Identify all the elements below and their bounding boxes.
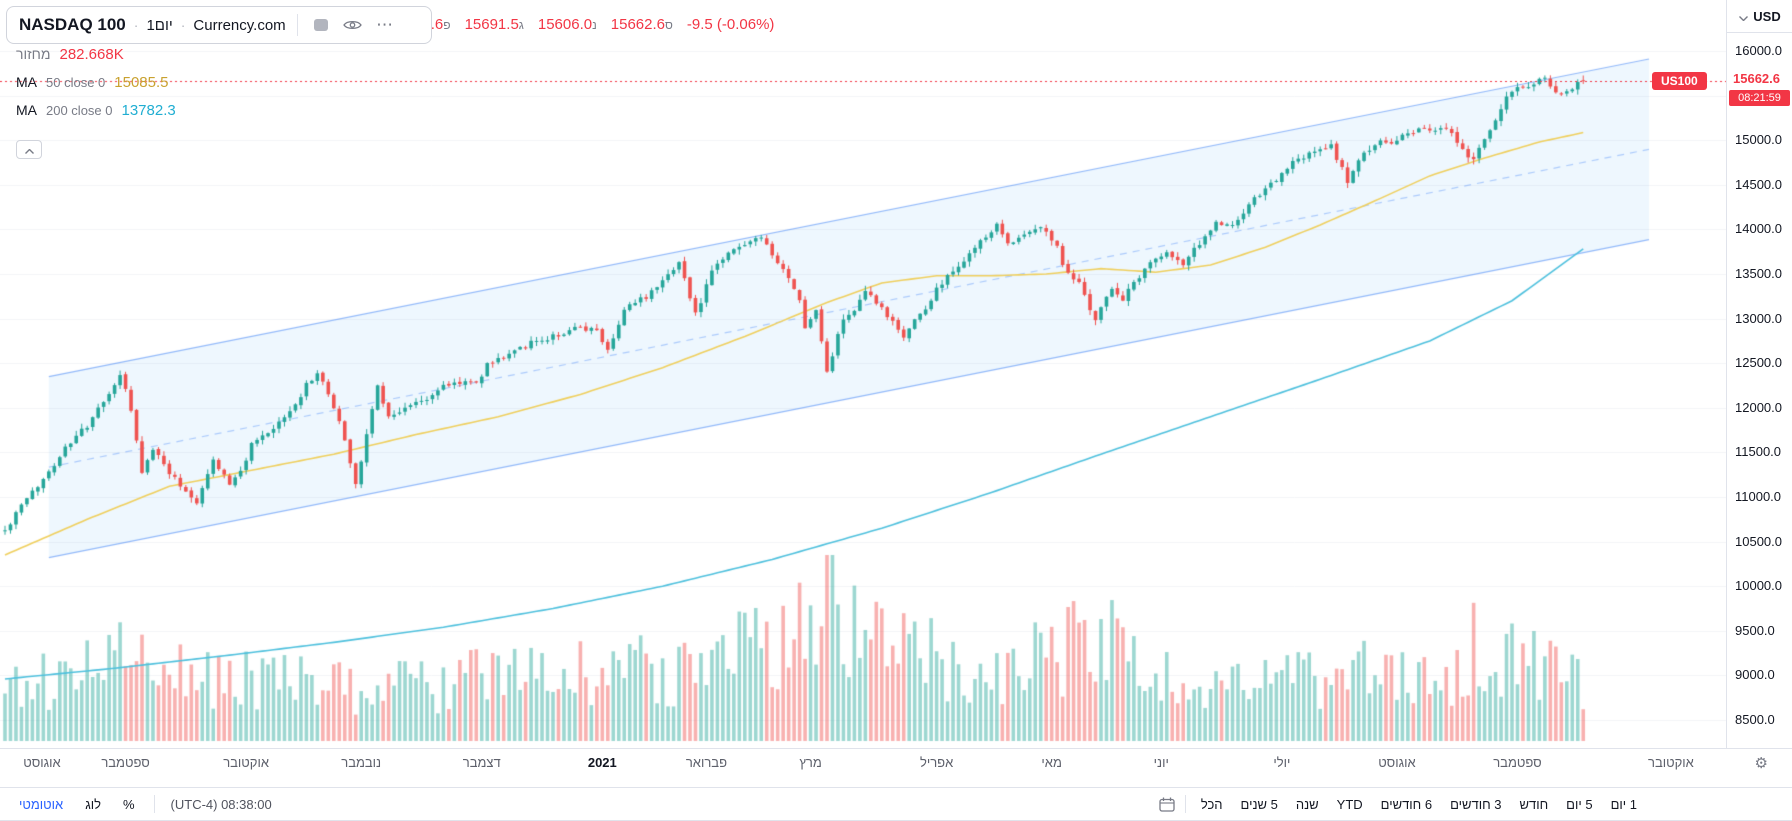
price-axis-label: 14500.0: [1735, 176, 1782, 192]
time-axis-label: אוגוסט: [23, 755, 61, 770]
price-axis-label: 9500.0: [1735, 622, 1775, 638]
price-axis-label: 14000.0: [1735, 221, 1782, 237]
currency-selector[interactable]: USD: [1727, 0, 1792, 33]
volume-label: מחזור: [16, 46, 51, 62]
time-axis-label: יולי: [1273, 755, 1291, 770]
symbol-title[interactable]: NASDAQ 100: [19, 15, 126, 34]
ma200-name: MA: [16, 102, 37, 118]
time-axis-label: אוקטובר: [1648, 755, 1694, 770]
range-button[interactable]: הכל: [1200, 796, 1223, 812]
ma50-name: MA: [16, 74, 37, 90]
time-axis-label: נובמבר: [341, 755, 382, 770]
ma50-legend-row[interactable]: MA 50 close 0 15085.5: [16, 74, 169, 91]
volume-value: 282.668K: [59, 46, 124, 63]
range-button[interactable]: שנה: [1295, 796, 1319, 812]
ohlc-legend: פ15673.6 ג15691.5 נ15606.0 ס15662.6 -9.5…: [389, 16, 774, 33]
ma50-value: 15085.5: [114, 74, 169, 91]
time-axis-label: מאי: [1041, 755, 1062, 770]
separator-dot: ·: [133, 17, 139, 33]
legend-close: ס15662.6: [610, 16, 673, 33]
scale-controls: אוטומטי לוג % (UTC-4) 08:38:00: [10, 793, 278, 816]
price-axis-label: 10000.0: [1735, 578, 1782, 594]
date-range-controls: 1 יום 5 יום חודש 3 חודשים 6 חודשים YTD שנה 5 שנ…: [1155, 792, 1646, 816]
ma50-params: 50 close 0: [46, 75, 106, 90]
range-button[interactable]: 5 שנים: [1240, 796, 1278, 812]
range-button[interactable]: 6 חודשים: [1380, 796, 1433, 812]
time-axis-label: ספטמבר: [1493, 755, 1542, 770]
separator-dot: ·: [180, 17, 186, 33]
price-axis-label: 12000.0: [1735, 399, 1782, 415]
series-style-icon[interactable]: [309, 13, 333, 37]
symbol-toolbar[interactable]: NASDAQ 100 · 1יום · Currency.com ⋯: [6, 6, 432, 44]
time-axis-label: דצמבר: [462, 755, 501, 770]
range-button[interactable]: 3 חודשים: [1450, 796, 1502, 812]
legend-change: -9.5 (-0.06%): [686, 16, 775, 33]
range-button[interactable]: 5 יום: [1566, 796, 1593, 812]
time-axis-label: יוני: [1153, 755, 1169, 770]
price-axis-label: 10500.0: [1735, 533, 1782, 549]
range-button[interactable]: YTD: [1336, 796, 1363, 812]
symbol-price-flag: US100: [1652, 72, 1707, 90]
toolbar-divider: [296, 14, 298, 36]
time-axis-label: 2021: [587, 755, 617, 770]
more-options-icon[interactable]: ⋯: [376, 15, 394, 34]
price-axis-label: 15000.0: [1735, 132, 1782, 148]
time-axis-label: אוגוסט: [1378, 755, 1416, 770]
legend-high: ג15691.5: [464, 16, 524, 33]
toolbar-divider: [1184, 795, 1186, 813]
price-axis-label: 11500.0: [1735, 444, 1782, 460]
last-price-label: 15662.6: [1733, 71, 1780, 86]
log-scale-button[interactable]: לוג: [85, 796, 101, 812]
currency-label: USD: [1753, 8, 1781, 24]
ma200-legend-row[interactable]: MA 200 close 0 13782.3: [16, 102, 176, 119]
bar-countdown-label: 08:21:59: [1729, 90, 1790, 106]
time-axis-label: מרץ: [799, 755, 822, 770]
chevron-down-icon: [1739, 9, 1749, 24]
price-axis-label: 13000.0: [1735, 310, 1782, 326]
range-button[interactable]: חודש: [1519, 796, 1549, 812]
timezone-clock[interactable]: (UTC-4) 08:38:00: [170, 796, 272, 812]
symbol-exchange[interactable]: Currency.com: [193, 16, 286, 34]
price-axis-label: 16000.0: [1735, 43, 1782, 58]
price-axis-label: 8500.0: [1735, 712, 1775, 727]
symbol-interval[interactable]: 1יום: [146, 16, 173, 34]
price-axis-label: 9000.0: [1735, 667, 1775, 683]
go-to-date-icon[interactable]: [1155, 792, 1179, 816]
price-axis-label: 12500.0: [1735, 355, 1782, 371]
percent-scale-button[interactable]: %: [122, 796, 135, 812]
chevron-up-icon: [24, 141, 34, 159]
legend-low: נ15606.0: [537, 16, 597, 33]
time-axis-label: ספטמבר: [101, 755, 150, 770]
auto-scale-button[interactable]: אוטומטי: [19, 796, 64, 812]
price-axis-label: 11000.0: [1735, 489, 1782, 504]
time-axis-label: פברואר: [685, 755, 727, 770]
range-button[interactable]: 1 יום: [1610, 796, 1637, 812]
toolbar-divider: [153, 795, 155, 813]
price-axis[interactable]: USD 16000.015500.015000.014500.014000.01…: [1726, 0, 1792, 776]
ma200-value: 13782.3: [121, 102, 176, 119]
bottom-toolbar: אוטומטי לוג % (UTC-4) 08:38:00 1 יום 5 יו…: [0, 787, 1792, 821]
time-axis-label: אוקטובר: [223, 755, 269, 770]
visibility-eye-icon[interactable]: [341, 13, 365, 37]
collapse-legend-button[interactable]: [16, 140, 42, 159]
volume-legend-row[interactable]: מחזור 282.668K: [16, 46, 124, 63]
chart-plot-area[interactable]: NASDAQ 100 · 1יום · Currency.com ⋯ פ1567…: [0, 0, 1726, 748]
settings-gear-icon[interactable]: ⚙: [1754, 755, 1768, 772]
time-axis[interactable]: אוגוסט ספטמבר אוקטובר נובמבר דצמבר 2021 פברואר…: [0, 748, 1792, 777]
time-axis-label: אפריל: [919, 755, 954, 770]
chart-canvas[interactable]: [0, 0, 1726, 748]
price-axis-label: 13500.0: [1735, 266, 1782, 281]
ma200-params: 200 close 0: [46, 103, 113, 118]
range-buttons: 1 יום 5 יום חודש 3 חודשים 6 חודשים YTD שנה 5 שנ…: [1192, 793, 1646, 816]
